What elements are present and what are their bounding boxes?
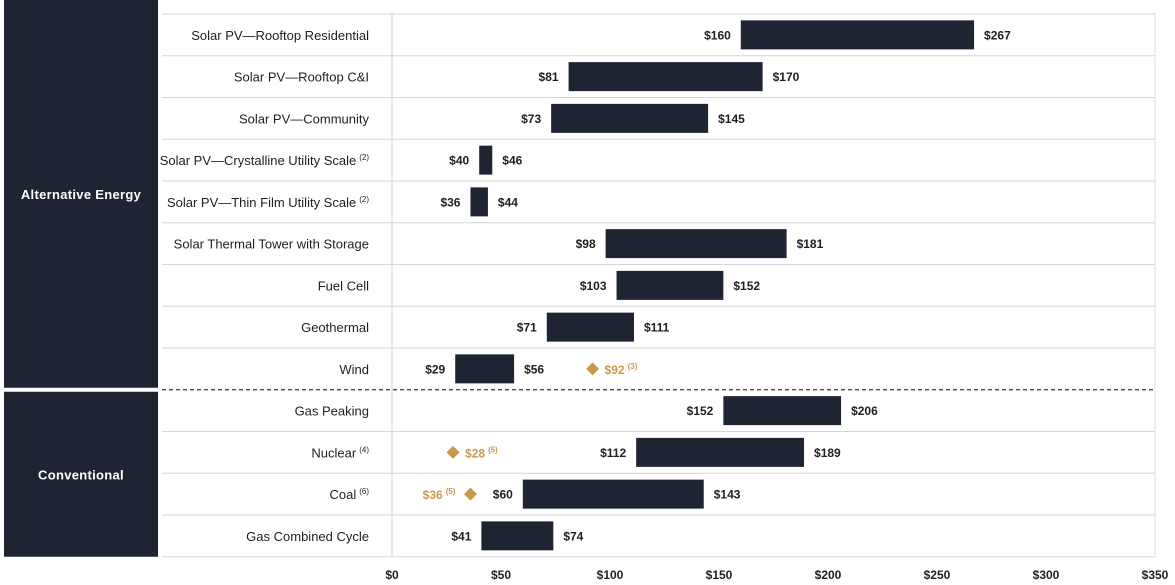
category-label: Geothermal: [301, 320, 369, 335]
high-value-label: $46: [502, 154, 522, 168]
high-value-label: $143: [714, 488, 741, 502]
range-bar: [551, 103, 709, 133]
low-value-label: $98: [576, 237, 596, 251]
low-value-label: $29: [425, 362, 445, 376]
marker-value-label-text: $92: [605, 363, 625, 377]
range-bar: [455, 354, 515, 384]
low-value-label: $41: [451, 529, 471, 543]
category-label-footnote: (6): [359, 487, 369, 496]
marker-value-label-text: $28: [465, 446, 485, 460]
category-label: Gas Peaking: [295, 404, 369, 419]
category-label: Coal (6): [329, 487, 369, 502]
high-value-label: $145: [718, 112, 745, 126]
low-value-label: $112: [600, 446, 626, 460]
range-bar: [522, 479, 704, 509]
low-value-label: $152: [687, 404, 714, 418]
category-label-footnote: (4): [359, 445, 369, 454]
high-value-label: $170: [773, 70, 800, 84]
low-value-label: $36: [440, 195, 460, 209]
category-label: Wind: [339, 362, 369, 377]
category-label-text: Nuclear: [311, 445, 356, 460]
high-value-label: $152: [733, 279, 760, 293]
marker-value-label-footnote: (3): [628, 362, 638, 371]
range-bar: [479, 145, 493, 175]
category-label: Solar PV—Thin Film Utility Scale (2): [167, 195, 369, 210]
marker-value-label: $36 (5): [423, 487, 456, 502]
category-label-text: Coal: [329, 487, 356, 502]
range-bar: [636, 437, 805, 467]
x-tick-label: $300: [1033, 568, 1060, 582]
group-panel: [4, 391, 158, 557]
diamond-marker: [463, 487, 477, 501]
range-bar: [616, 270, 724, 300]
marker-value-label-footnote: (5): [446, 487, 456, 496]
low-value-label: $160: [704, 28, 731, 42]
category-label: Gas Combined Cycle: [246, 529, 369, 544]
marker-value-label: $92 (3): [605, 362, 638, 377]
low-value-label: $40: [449, 154, 469, 168]
category-label-text: Wind: [339, 362, 369, 377]
high-value-label: $56: [524, 362, 544, 376]
high-value-label: $74: [563, 529, 583, 543]
high-value-label: $111: [644, 321, 670, 335]
low-value-label: $73: [521, 112, 541, 126]
group-panel: [4, 0, 158, 388]
low-value-label: $103: [580, 279, 607, 293]
diamond-marker: [586, 362, 600, 376]
category-label-text: Solar Thermal Tower with Storage: [174, 237, 369, 252]
marker-value-label-footnote: (5): [488, 445, 498, 454]
category-label: Fuel Cell: [318, 278, 369, 293]
high-value-label: $206: [851, 404, 878, 418]
range-bar: [470, 187, 488, 217]
range-bar: [740, 20, 975, 50]
low-value-label: $71: [517, 321, 537, 335]
x-tick-label: $350: [1142, 568, 1169, 582]
x-tick-label: $250: [924, 568, 951, 582]
x-tick-label: $50: [491, 568, 511, 582]
range-bar: [605, 229, 787, 259]
category-label-text: Solar PV—Rooftop C&I: [234, 70, 369, 85]
category-label-text: Solar PV—Community: [239, 111, 370, 126]
category-label-text: Gas Peaking: [295, 404, 369, 419]
marker-value-label-text: $36: [423, 488, 443, 502]
category-label: Solar PV—Crystalline Utility Scale (2): [160, 153, 370, 168]
category-label-text: Geothermal: [301, 320, 369, 335]
marker-value-label: $28 (5): [465, 445, 498, 460]
range-bar: [568, 62, 763, 92]
category-label-text: Gas Combined Cycle: [246, 529, 369, 544]
category-label: Solar PV—Rooftop C&I: [234, 70, 369, 85]
category-label-footnote: (2): [359, 153, 369, 162]
x-tick-label: $100: [597, 568, 624, 582]
category-label: Nuclear (4): [311, 445, 369, 460]
group-label: Conventional: [38, 467, 124, 482]
low-value-label: $60: [493, 488, 513, 502]
x-tick-label: $150: [706, 568, 733, 582]
category-label: Solar PV—Community: [239, 111, 370, 126]
low-value-label: $81: [539, 70, 559, 84]
range-bar: [481, 521, 554, 551]
category-label-text: Fuel Cell: [318, 278, 369, 293]
group-label: Alternative Energy: [21, 187, 142, 202]
high-value-label: $189: [814, 446, 841, 460]
range-bar: [546, 312, 634, 342]
x-tick-label: $0: [385, 568, 399, 582]
category-label-footnote: (2): [359, 195, 369, 204]
high-value-label: $267: [984, 28, 1011, 42]
x-tick-label: $200: [815, 568, 842, 582]
category-label-text: Solar PV—Crystalline Utility Scale: [160, 153, 357, 168]
diamond-marker: [446, 445, 460, 459]
category-label: Solar PV—Rooftop Residential: [191, 28, 369, 43]
category-label: Solar Thermal Tower with Storage: [174, 237, 369, 252]
high-value-label: $44: [498, 195, 518, 209]
category-label-text: Solar PV—Rooftop Residential: [191, 28, 369, 43]
high-value-label: $181: [797, 237, 824, 251]
range-bar: [723, 396, 842, 426]
category-label-text: Solar PV—Thin Film Utility Scale: [167, 195, 356, 210]
